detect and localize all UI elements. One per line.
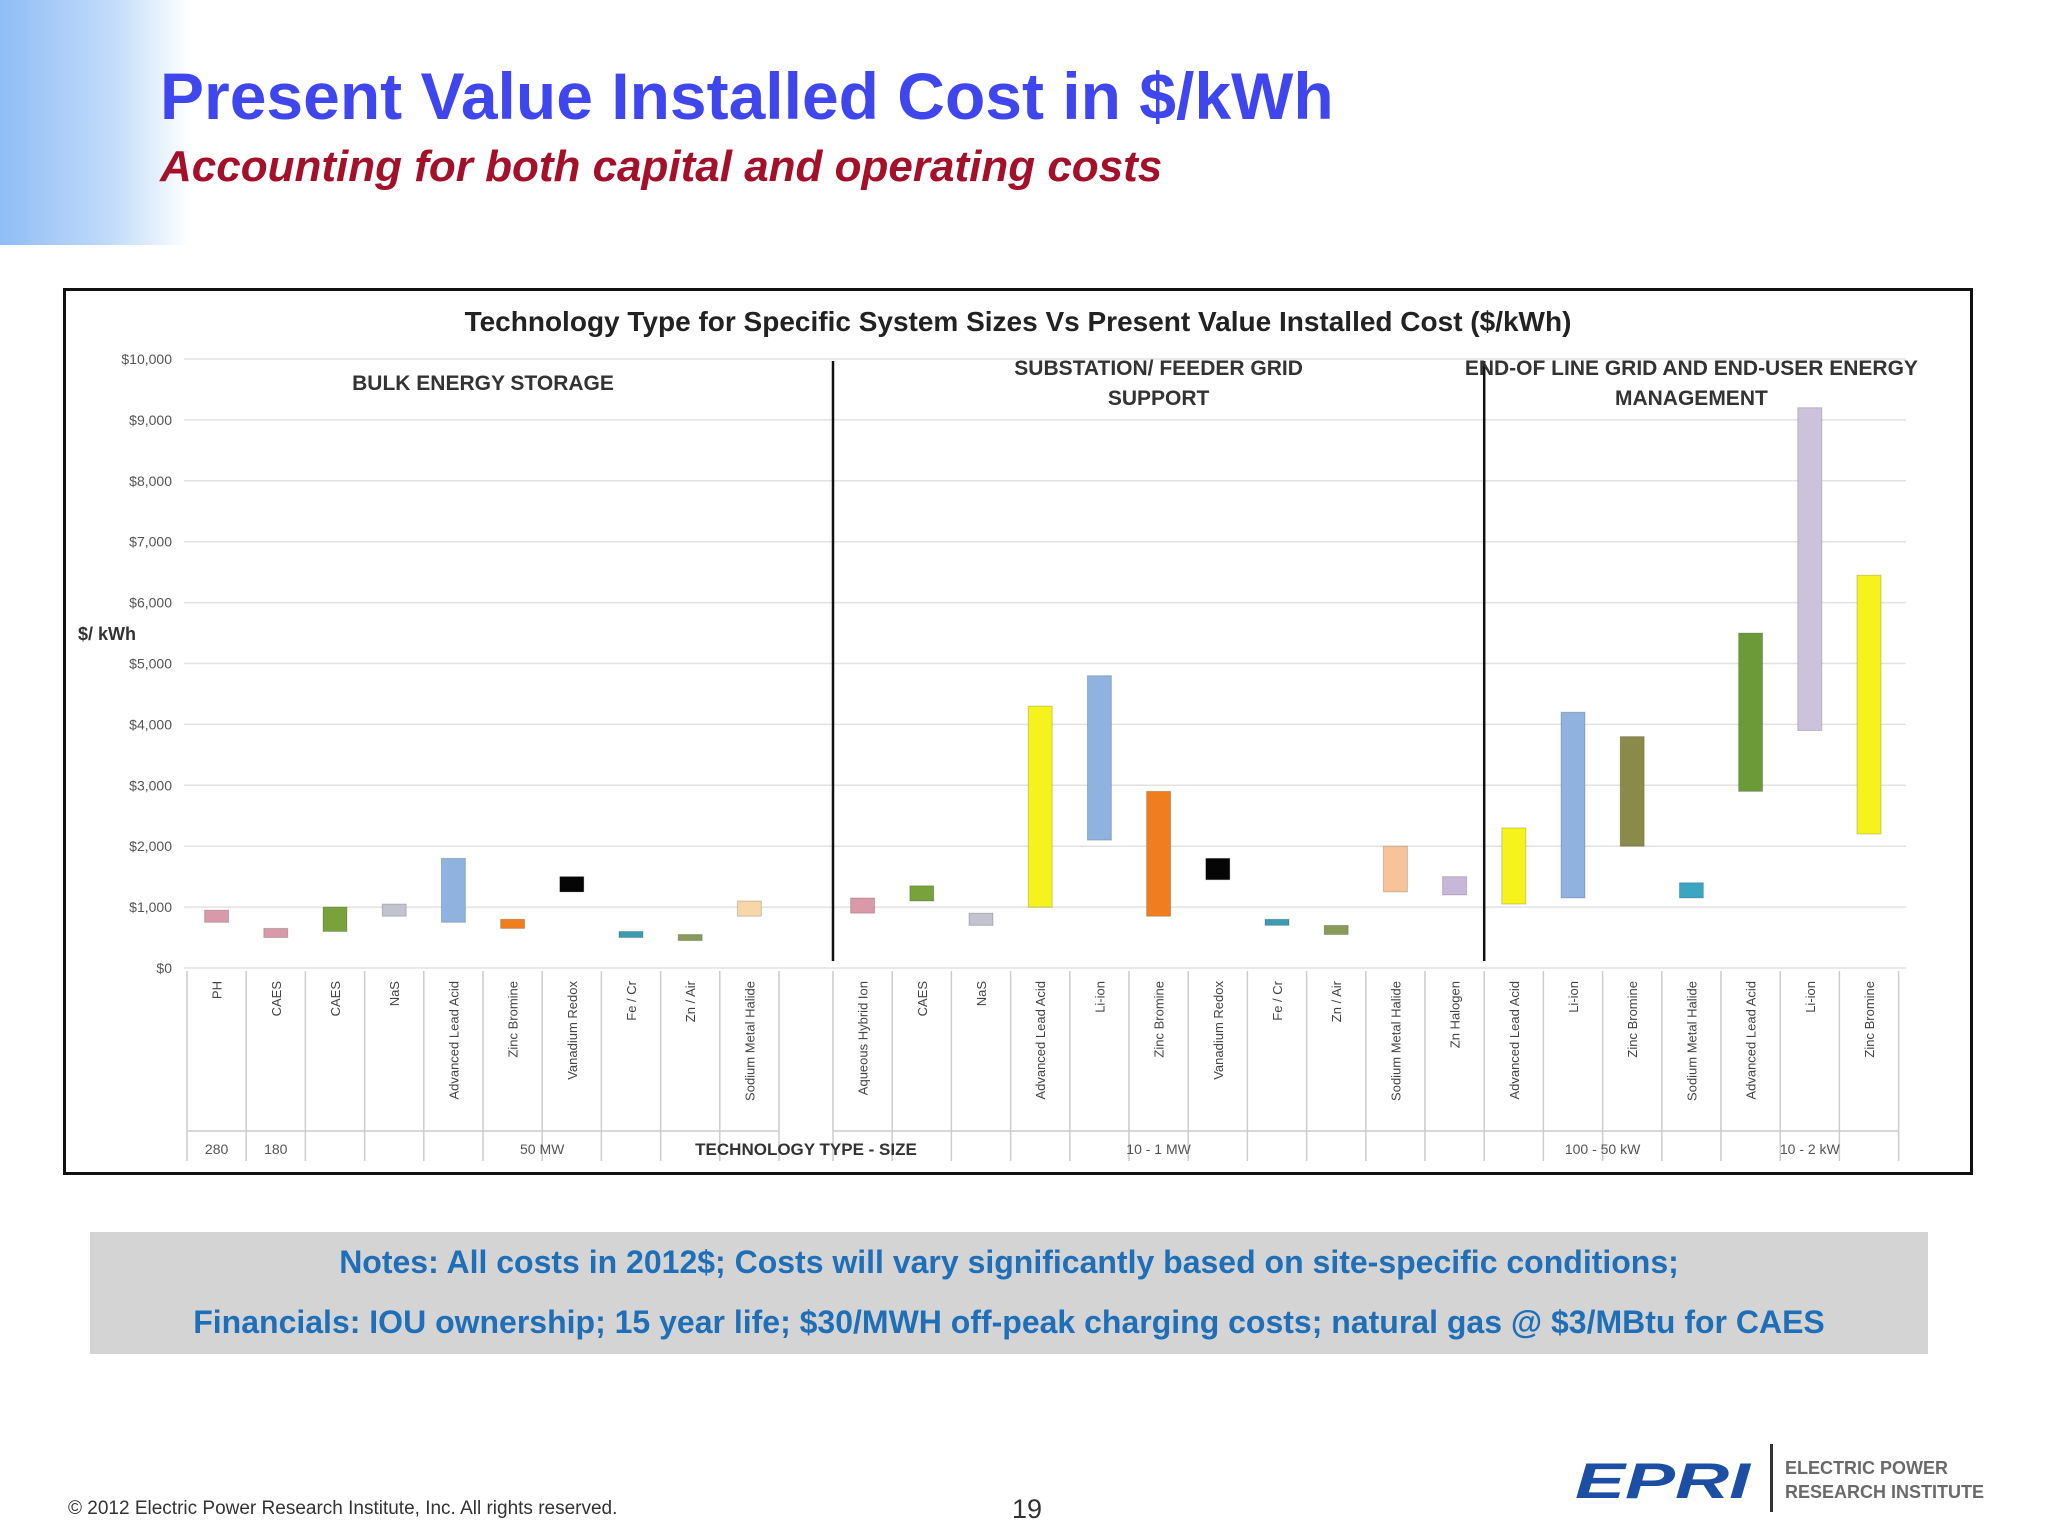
range-bar: [1086, 675, 1112, 841]
range-bar: [1382, 845, 1408, 893]
y-tick-label: $10,000: [121, 351, 172, 367]
range-bar: [1027, 705, 1053, 908]
x-axis-label: TECHNOLOGY TYPE - SIZE: [695, 1140, 917, 1159]
size-label: 10 - 2 kW: [1780, 1141, 1841, 1157]
range-bar: [204, 909, 230, 923]
y-tick-label: $2,000: [129, 838, 172, 854]
category-label: CAES: [328, 981, 343, 1017]
section-heading-2: SUPPORT: [1108, 387, 1210, 410]
category-label: PH: [210, 981, 225, 999]
epri-logo-mark: EPRI: [1575, 1453, 1752, 1509]
range-bar: [618, 930, 644, 939]
y-tick-label: $6,000: [129, 595, 172, 611]
category-label: NaS: [387, 981, 402, 1007]
range-bar: [1797, 407, 1823, 731]
category-label: Zinc Bromine: [1152, 981, 1167, 1058]
y-tick-label: $3,000: [129, 777, 172, 793]
category-label: Sodium Metal Halide: [1388, 981, 1403, 1101]
notes-box: Notes: All costs in 2012$; Costs will va…: [90, 1232, 1928, 1354]
range-bar: [1678, 882, 1704, 899]
category-label: Aqueous Hybrid Ion: [856, 981, 871, 1095]
category-label: Li-ion: [1566, 981, 1581, 1013]
range-bar: [1146, 790, 1172, 917]
range-bar: [850, 897, 876, 914]
y-tick-label: $5,000: [129, 656, 172, 672]
range-bar-chart: Technology Type for Specific System Size…: [78, 306, 1918, 1161]
page-number: 19: [1012, 1494, 1043, 1524]
copyright: © 2012 Electric Power Research Institute…: [68, 1498, 618, 1519]
range-bar: [1560, 711, 1586, 899]
range-bar: [322, 906, 348, 932]
category-label: Vanadium Redox: [565, 981, 580, 1080]
logo-name-line-1: ELECTRIC POWER: [1785, 1458, 1948, 1478]
category-label: Zinc Bromine: [1625, 981, 1640, 1058]
size-label: 50 MW: [520, 1141, 565, 1157]
category-label: Advanced Lead Acid: [446, 981, 461, 1100]
section-heading-2: SUBSTATION/ FEEDER GRID: [1014, 357, 1303, 380]
range-bar: [440, 857, 466, 923]
size-label: 280: [205, 1141, 229, 1157]
page-subtitle: Accounting for both capital and operatin…: [160, 142, 1163, 191]
range-bar: [1442, 876, 1468, 896]
category-label: Zinc Bromine: [506, 981, 521, 1058]
y-tick-label: $8,000: [129, 473, 172, 489]
category-label: Li-ion: [1092, 981, 1107, 1013]
range-bar: [500, 918, 526, 929]
range-bar: [1738, 632, 1764, 792]
range-bar: [263, 927, 289, 939]
chart-frame: Technology Type for Specific System Size…: [63, 288, 1973, 1175]
category-label: Zn / Air: [683, 980, 698, 1022]
size-label: 10 - 1 MW: [1126, 1141, 1191, 1157]
category-label: Fe / Cr: [1270, 980, 1285, 1020]
category-label: Sodium Metal Halide: [1684, 981, 1699, 1101]
category-label: CAES: [269, 981, 284, 1017]
category-label: Zinc Bromine: [1862, 981, 1877, 1058]
category-label: Zn Halogen: [1448, 981, 1463, 1048]
y-tick-label: $1,000: [129, 899, 172, 915]
range-bar: [736, 900, 762, 917]
range-bar: [559, 876, 585, 893]
category-label: Fe / Cr: [624, 980, 639, 1020]
range-bar: [1323, 924, 1349, 936]
category-label: Sodium Metal Halide: [742, 981, 757, 1101]
range-bar: [1205, 857, 1231, 881]
size-label: 180: [264, 1141, 288, 1157]
range-bar: [1501, 827, 1527, 905]
category-label: Advanced Lead Acid: [1033, 981, 1048, 1100]
range-bar: [1619, 736, 1645, 847]
range-bar: [1264, 918, 1290, 926]
page-title: Present Value Installed Cost in $/kWh: [160, 59, 1334, 133]
corner-gradient: [0, 0, 190, 245]
range-bar: [677, 934, 703, 942]
category-label: Advanced Lead Acid: [1507, 981, 1522, 1100]
category-label: Advanced Lead Acid: [1744, 981, 1759, 1100]
category-label: Zn / Air: [1329, 980, 1344, 1022]
y-tick-label: $7,000: [129, 534, 172, 550]
category-label: Li-ion: [1803, 981, 1818, 1013]
section-heading-3: END-OF LINE GRID AND END-USER ENERGY: [1465, 357, 1918, 380]
range-bar: [968, 912, 994, 926]
y-tick-label: $0: [156, 960, 172, 976]
notes-line-2: Financials: IOU ownership; 15 year life;…: [193, 1304, 1825, 1340]
range-bar: [1856, 574, 1882, 835]
epri-logo: EPRI ELECTRIC POWER RESEARCH INSTITUTE: [1575, 1444, 1984, 1512]
logo-divider: [1770, 1444, 1773, 1512]
notes-line-1: Notes: All costs in 2012$; Costs will va…: [339, 1244, 1679, 1280]
section-heading-1: BULK ENERGY STORAGE: [352, 372, 614, 395]
category-label: NaS: [974, 981, 989, 1007]
range-bar: [381, 903, 407, 917]
range-bar: [909, 885, 935, 902]
y-tick-label: $4,000: [129, 716, 172, 732]
chart-title: Technology Type for Specific System Size…: [465, 306, 1572, 337]
size-label: 100 - 50 kW: [1565, 1141, 1641, 1157]
section-heading-3: MANAGEMENT: [1615, 387, 1768, 410]
logo-name-line-2: RESEARCH INSTITUTE: [1785, 1482, 1984, 1502]
y-axis-label: $/ kWh: [78, 624, 136, 644]
category-label: Vanadium Redox: [1211, 981, 1226, 1080]
y-tick-label: $9,000: [129, 412, 172, 428]
category-label: CAES: [915, 981, 930, 1017]
